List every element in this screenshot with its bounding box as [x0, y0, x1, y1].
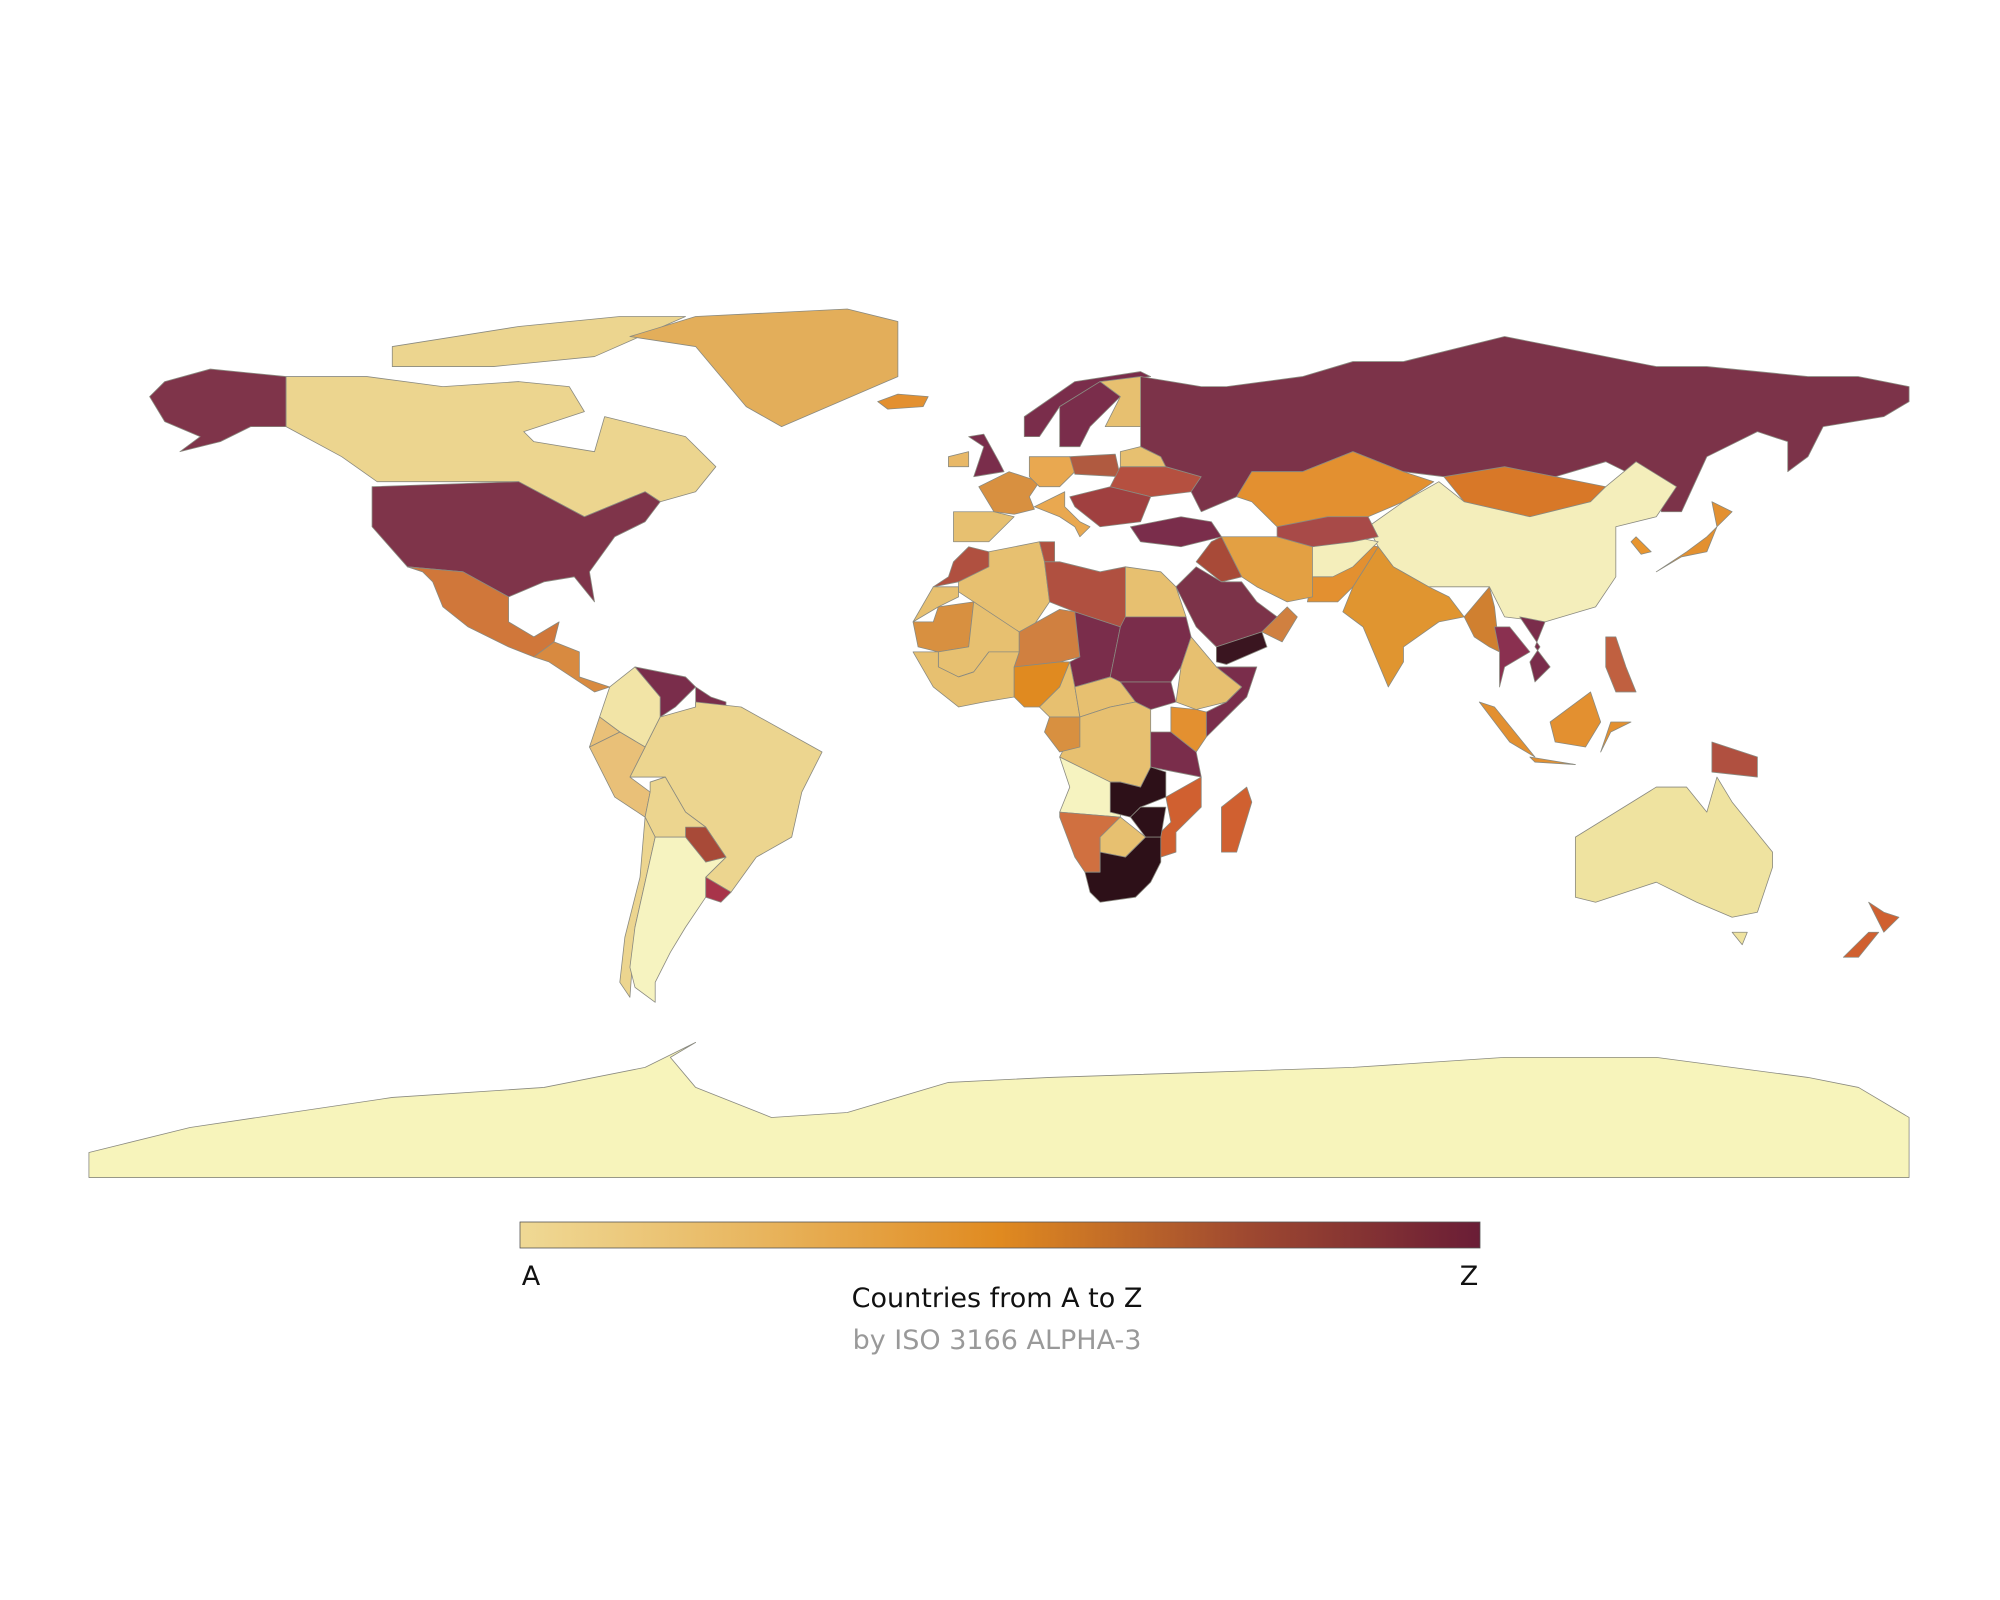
country	[1125, 567, 1186, 617]
country	[1130, 517, 1221, 547]
colorbar-min-label: A	[522, 1261, 541, 1292]
country	[1085, 837, 1161, 902]
country	[948, 452, 968, 467]
country	[589, 732, 650, 817]
country	[150, 369, 287, 452]
country	[1869, 902, 1899, 932]
country	[1550, 692, 1601, 747]
country	[1262, 607, 1297, 642]
country	[706, 877, 731, 902]
country	[1843, 932, 1878, 957]
country	[969, 434, 1004, 477]
country	[286, 377, 716, 517]
country	[1196, 537, 1242, 582]
country	[1631, 537, 1651, 555]
colorbar	[519, 1221, 1481, 1249]
country	[1520, 617, 1550, 682]
country	[534, 642, 610, 692]
legend-subtitle: by ISO 3166 ALPHA-3	[853, 1325, 1142, 1356]
country	[1070, 454, 1121, 477]
country	[1034, 492, 1090, 537]
country	[1110, 617, 1191, 682]
country	[1575, 777, 1772, 917]
country	[1024, 372, 1150, 437]
country	[1479, 702, 1535, 757]
country	[1221, 537, 1312, 602]
country	[1277, 517, 1378, 547]
country	[630, 837, 726, 1002]
country	[1606, 637, 1636, 692]
country	[1151, 732, 1202, 777]
country	[1130, 807, 1165, 837]
country	[878, 394, 929, 409]
country	[1221, 787, 1251, 852]
country	[392, 317, 685, 367]
world-map	[89, 309, 1909, 1178]
country	[1656, 502, 1732, 572]
country	[1216, 632, 1267, 665]
country	[1176, 567, 1277, 647]
country	[979, 472, 1040, 515]
country	[1237, 452, 1434, 527]
country	[1732, 932, 1747, 945]
country	[953, 512, 1014, 542]
country	[1601, 722, 1631, 752]
country	[1029, 457, 1075, 487]
country	[1070, 487, 1151, 527]
country	[589, 717, 619, 747]
country	[89, 1042, 1909, 1177]
country	[1045, 717, 1080, 752]
country	[635, 667, 696, 717]
country	[1368, 462, 1676, 622]
country	[1156, 777, 1202, 857]
colorbar-max-label: Z	[1460, 1261, 1479, 1292]
country	[1110, 767, 1166, 817]
country	[913, 652, 1019, 707]
legend-title: Countries from A to Z	[852, 1283, 1143, 1314]
country	[1494, 627, 1529, 687]
country	[1530, 757, 1576, 765]
country	[630, 309, 898, 427]
country	[1712, 742, 1758, 777]
